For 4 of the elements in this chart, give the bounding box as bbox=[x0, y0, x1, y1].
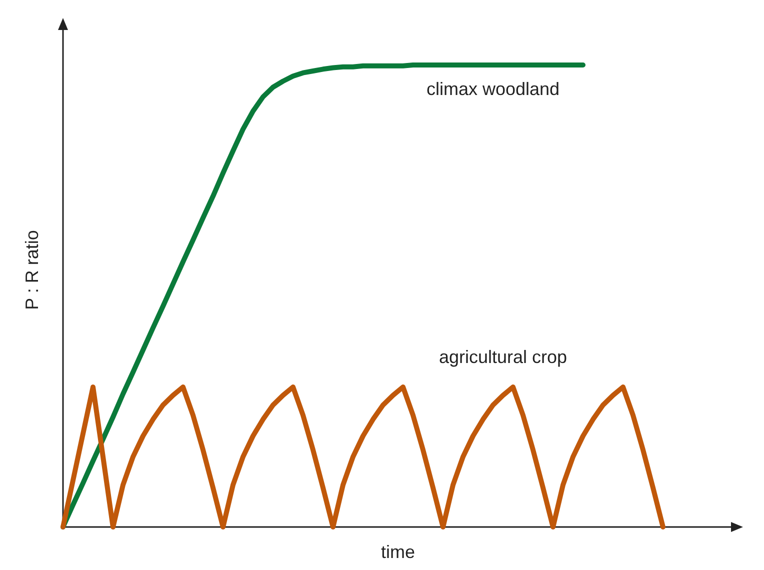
y-axis-title: P : R ratio bbox=[22, 230, 42, 310]
series-label: climax woodland bbox=[426, 79, 560, 99]
series-label: agricultural crop bbox=[438, 347, 568, 368]
x-axis-title: time bbox=[380, 542, 416, 562]
